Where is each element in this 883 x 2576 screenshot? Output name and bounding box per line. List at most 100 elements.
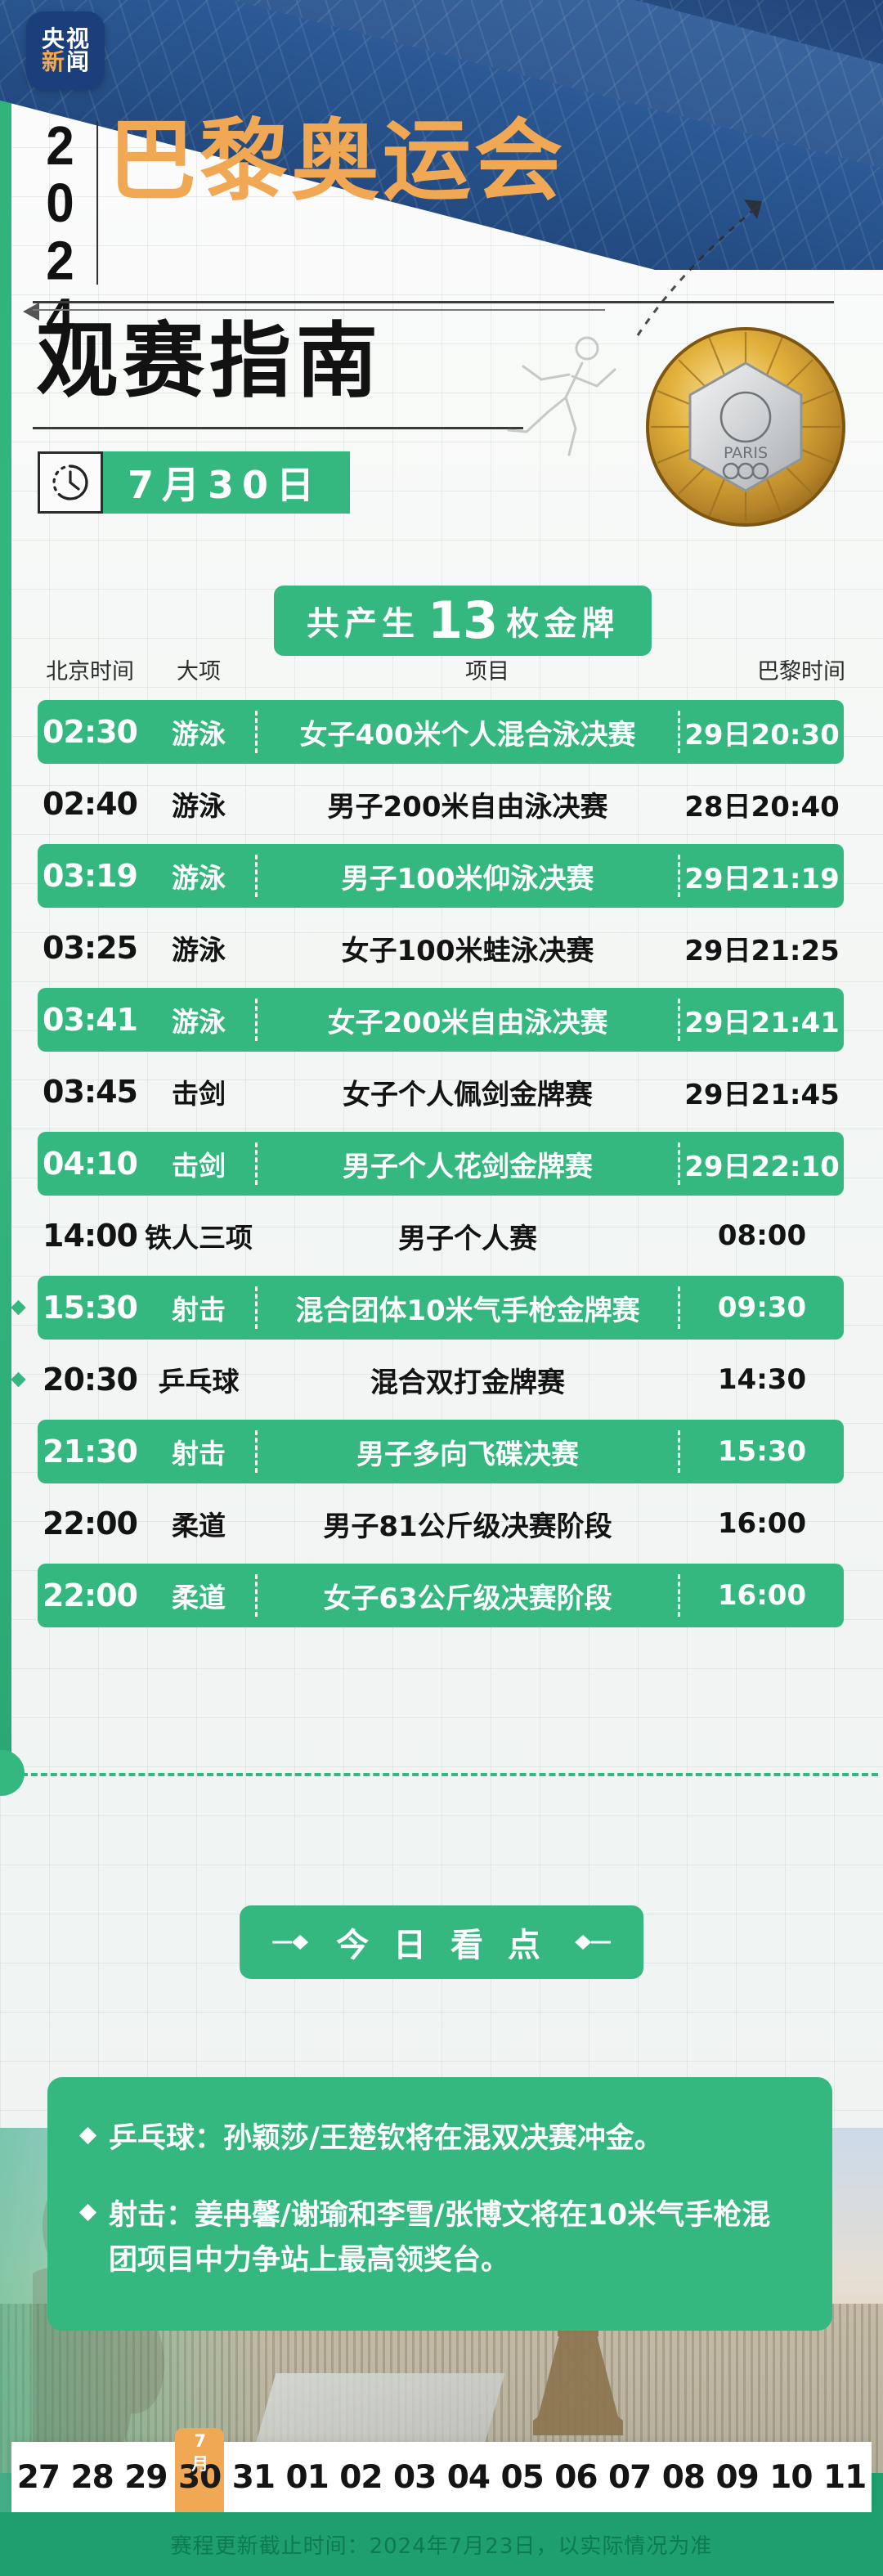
cell-divider [255, 1142, 258, 1185]
date-strip-day[interactable]: 07 [603, 2459, 657, 2496]
row-cells: 14:00 铁人三项 男子个人赛 08:00 [38, 1204, 844, 1268]
cell-event: 男子个人赛 [398, 1222, 537, 1255]
cell-divider [678, 1286, 680, 1329]
cell-divider [255, 855, 258, 897]
title-rule-3 [33, 427, 523, 429]
col-header-beijing-time: 北京时间 [46, 658, 134, 684]
row-cells: 15:30 射击 混合团体10米气手枪金牌赛 09:30 [38, 1276, 844, 1340]
row-cells: 21:30 射击 男子多向飞碟决赛 15:30 [38, 1420, 844, 1483]
cell-beijing-time: 03:45 [43, 1074, 138, 1110]
table-row: 04:10 击剑 男子个人花剑金牌赛 29日22:10 [0, 1132, 883, 1196]
row-cells: 04:10 击剑 男子个人花剑金牌赛 29日22:10 [38, 1132, 844, 1196]
cell-beijing-time: 20:30 [43, 1362, 138, 1398]
cell-beijing-time: 02:40 [43, 786, 138, 822]
cell-paris-time: 28日20:40 [684, 790, 840, 824]
day-number: 10 [769, 2458, 813, 2496]
cell-event: 男子200米自由泳决赛 [327, 790, 608, 824]
cell-event: 混合团体10米气手枪金牌赛 [295, 1294, 640, 1327]
row-cells: 22:00 柔道 女子63公斤级决赛阶段 16:00 [38, 1564, 844, 1627]
date-strip-day[interactable]: 08 [657, 2459, 710, 2496]
cell-paris-time: 16:00 [717, 1579, 807, 1612]
cell-event: 男子多向飞碟决赛 [356, 1438, 579, 1471]
day-number: 08 [661, 2458, 706, 2496]
calendar-date-strip[interactable]: 27 28 29 7月 30 31 01 02 03 04 05 06 07 08 09 10 11 [11, 2427, 872, 2529]
table-row: 14:00 铁人三项 男子个人赛 08:00 [0, 1204, 883, 1268]
cell-paris-time: 29日21:19 [684, 862, 840, 895]
cell-paris-time: 29日21:41 [684, 1006, 840, 1039]
date-strip-day[interactable]: 09 [710, 2459, 764, 2496]
table-row: 03:45 击剑 女子个人佩剑金牌赛 29日21:45 [0, 1060, 883, 1124]
logo-char-1: 央 [41, 26, 65, 52]
date-strip-day[interactable]: 01 [280, 2459, 334, 2496]
cell-sport: 柔道 [172, 1582, 226, 1613]
right-diamond-arrow-icon [568, 1933, 611, 1951]
date-strip-day[interactable]: 28 [65, 2459, 119, 2496]
cell-beijing-time: 03:41 [43, 1002, 138, 1038]
cell-paris-time: 29日21:45 [684, 1078, 840, 1111]
table-row: 02:40 游泳 男子200米自由泳决赛 28日20:40 [0, 772, 883, 836]
day-number: 11 [822, 2458, 867, 2496]
date-strip-day[interactable]: 31 [226, 2459, 280, 2496]
table-row: 03:25 游泳 女子100米蛙泳决赛 29日21:25 [0, 916, 883, 980]
row-cells: 22:00 柔道 男子81公斤级决赛阶段 16:00 [38, 1492, 844, 1555]
bullet-diamond-icon [78, 2126, 97, 2145]
cell-beijing-time: 03:19 [43, 858, 138, 894]
table-body: 02:30 游泳 女子400米个人混合泳决赛 29日20:30 02:40 游泳男子200… [0, 700, 883, 1627]
schedule-table: 北京时间 大项 项目 巴黎时间 02:30 游泳 女子400米个人混合泳决赛 29日2… [0, 646, 883, 1627]
today-highlights-title: 今 日 看 点 [240, 1905, 643, 1979]
cell-sport: 击剑 [172, 1078, 226, 1110]
table-row: 20:30 乒乓球 混合双打金牌赛 14:30 [0, 1348, 883, 1411]
key-event-diamond-icon [11, 1299, 26, 1316]
gold-medal-count-banner: 共产生 13 枚金牌 [274, 586, 652, 656]
date-strip-day[interactable]: 03 [388, 2459, 441, 2496]
day-number: 27 [16, 2458, 61, 2496]
date-strip-day[interactable]: 27 [11, 2459, 65, 2496]
cell-divider [678, 1574, 680, 1617]
cell-paris-time: 29日21:25 [684, 934, 840, 967]
day-number: 04 [446, 2458, 491, 2496]
cell-paris-time: 29日22:10 [684, 1150, 840, 1183]
date-strip-day[interactable]: 11 [818, 2459, 872, 2496]
table-row: 03:41 游泳 女子200米自由泳决赛 29日21:41 [0, 988, 883, 1052]
cell-sport: 乒乓球 [158, 1366, 240, 1398]
section-divider [11, 1773, 878, 1776]
cell-beijing-time: 15:30 [43, 1290, 138, 1326]
logo-char-3: 新 [41, 49, 65, 74]
date-strip-day[interactable]: 10 [764, 2459, 818, 2496]
cell-beijing-time: 03:25 [43, 930, 138, 966]
clock-icon [38, 451, 103, 514]
day-number: 01 [285, 2458, 329, 2496]
table-header-row: 北京时间 大项 项目 巴黎时间 [0, 646, 883, 692]
footer-bar: 赛程更新截止时间：2024年7月23日，以实际情况为准 [0, 2512, 883, 2576]
cell-divider [255, 711, 258, 753]
cell-divider [678, 1142, 680, 1185]
highlight-item: 射击：姜冉馨/谢瑜和李雪/张博文将在10米气手枪混团项目中力争站上最高领奖台。 [78, 2193, 790, 2282]
left-green-rail [0, 0, 11, 1766]
cctv-news-logo: 央 视 新 闻 [26, 11, 105, 90]
row-cells: 20:30 乒乓球 混合双打金牌赛 14:30 [38, 1348, 844, 1411]
date-strip-day[interactable]: 04 [441, 2459, 495, 2496]
date-strip-day[interactable]: 29 [119, 2459, 173, 2496]
dotted-arrow-icon [636, 200, 762, 336]
bullet-diamond-icon [78, 2204, 97, 2222]
date-strip-day[interactable]: 05 [495, 2459, 549, 2496]
cell-event: 混合双打金牌赛 [370, 1366, 565, 1399]
date-label: 7月30日 [103, 451, 351, 514]
cell-event: 女子100米蛙泳决赛 [341, 934, 594, 967]
cell-divider [255, 999, 258, 1041]
day-number: 28 [70, 2458, 114, 2496]
row-cells: 02:40 游泳 男子200米自由泳决赛 28日20:40 [38, 772, 844, 836]
date-strip-day[interactable]: 06 [549, 2459, 603, 2496]
day-number: 07 [607, 2458, 652, 2496]
day-number: 06 [554, 2458, 598, 2496]
date-strip-day-active[interactable]: 7月 30 [173, 2427, 226, 2529]
logo-char-2: 视 [66, 26, 90, 52]
cell-sport: 游泳 [172, 718, 226, 750]
row-cells: 03:25 游泳 女子100米蛙泳决赛 29日21:25 [38, 916, 844, 980]
row-cells: 02:30 游泳 女子400米个人混合泳决赛 29日20:30 [38, 700, 844, 764]
cell-event: 男子个人花剑金牌赛 [343, 1150, 593, 1183]
cell-divider [678, 999, 680, 1041]
date-strip-day[interactable]: 02 [334, 2459, 388, 2496]
cell-sport: 射击 [172, 1438, 226, 1470]
